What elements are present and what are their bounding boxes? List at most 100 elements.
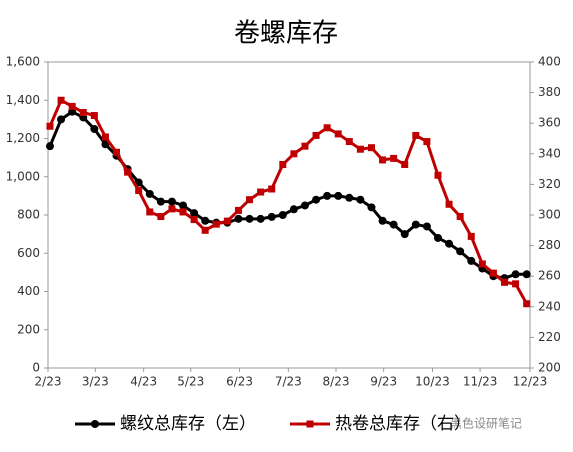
point bbox=[401, 161, 409, 169]
point bbox=[190, 209, 199, 218]
point bbox=[289, 205, 298, 214]
point bbox=[434, 171, 442, 179]
point bbox=[268, 185, 276, 193]
y-tick-label: 1,400 bbox=[6, 93, 40, 107]
x-tick-label: 10/23 bbox=[415, 375, 450, 389]
point bbox=[356, 145, 364, 153]
y-tick-label: 1,000 bbox=[6, 169, 40, 183]
point bbox=[512, 280, 520, 288]
x-tick-label: 9/23 bbox=[370, 375, 397, 389]
point bbox=[400, 230, 409, 239]
point bbox=[113, 148, 121, 156]
point bbox=[46, 122, 54, 130]
point bbox=[257, 188, 265, 196]
point bbox=[90, 124, 99, 133]
point bbox=[345, 193, 354, 202]
point bbox=[423, 138, 431, 146]
point bbox=[45, 142, 54, 151]
point bbox=[135, 187, 143, 195]
point bbox=[168, 205, 176, 213]
y-tick-label: 600 bbox=[17, 246, 40, 260]
y2-tick-label: 380 bbox=[538, 85, 561, 99]
x-tick-label: 12/23 bbox=[513, 375, 548, 389]
legend-marker bbox=[306, 420, 314, 428]
point bbox=[456, 213, 464, 221]
point bbox=[267, 212, 276, 221]
point bbox=[334, 130, 342, 138]
point bbox=[523, 300, 531, 308]
point bbox=[501, 278, 509, 286]
point bbox=[212, 220, 220, 228]
point bbox=[279, 161, 287, 169]
x-tick-label: 5/23 bbox=[177, 375, 204, 389]
point bbox=[246, 196, 254, 204]
point bbox=[323, 124, 331, 132]
point bbox=[378, 216, 387, 225]
chart-title: 卷螺库存 bbox=[234, 19, 338, 49]
legend-label: 热卷总库存（右） bbox=[335, 414, 471, 434]
point bbox=[356, 195, 365, 204]
x-tick-label: 3/23 bbox=[82, 375, 109, 389]
point bbox=[467, 256, 476, 265]
point bbox=[179, 208, 187, 216]
point bbox=[345, 138, 353, 146]
y2-tick-label: 320 bbox=[538, 177, 561, 191]
point bbox=[223, 217, 231, 225]
point bbox=[390, 154, 398, 162]
y2-tick-label: 340 bbox=[538, 146, 561, 160]
point bbox=[57, 96, 65, 104]
y-tick-label: 1,600 bbox=[6, 55, 40, 69]
point bbox=[389, 220, 398, 229]
legend-marker bbox=[91, 420, 99, 428]
point bbox=[234, 214, 243, 223]
point bbox=[467, 232, 475, 240]
y2-tick-label: 400 bbox=[538, 55, 561, 69]
point bbox=[290, 150, 298, 158]
point bbox=[201, 216, 210, 225]
point bbox=[379, 156, 387, 164]
y2-tick-label: 200 bbox=[538, 361, 561, 375]
point bbox=[90, 112, 98, 120]
y2-tick-label: 240 bbox=[538, 299, 561, 313]
x-tick-label: 7/23 bbox=[275, 375, 302, 389]
point bbox=[433, 233, 442, 242]
y-tick-label: 400 bbox=[17, 284, 40, 298]
y2-tick-label: 220 bbox=[538, 330, 561, 344]
y-tick-label: 200 bbox=[17, 322, 40, 336]
x-tick-label: 11/23 bbox=[463, 375, 498, 389]
point bbox=[478, 260, 486, 268]
point bbox=[422, 222, 431, 231]
y-tick-label: 800 bbox=[17, 208, 40, 222]
point bbox=[445, 239, 454, 248]
watermark: 黑色设研笔记 bbox=[450, 416, 522, 431]
y-tick-label: 0 bbox=[32, 361, 40, 375]
point bbox=[278, 211, 287, 219]
point bbox=[201, 226, 209, 234]
point bbox=[511, 270, 520, 279]
point bbox=[79, 108, 87, 116]
y2-tick-label: 360 bbox=[538, 116, 561, 130]
point bbox=[456, 247, 465, 256]
point bbox=[245, 214, 254, 223]
point bbox=[68, 102, 76, 110]
point bbox=[146, 208, 154, 216]
point bbox=[412, 131, 420, 139]
point bbox=[179, 201, 188, 210]
y2-tick-label: 280 bbox=[538, 238, 561, 252]
point bbox=[367, 203, 376, 212]
point bbox=[101, 133, 109, 141]
point bbox=[445, 200, 453, 208]
legend-label: 螺纹总库存（左） bbox=[120, 414, 256, 434]
x-tick-label: 8/23 bbox=[323, 375, 350, 389]
point bbox=[301, 142, 309, 150]
point bbox=[312, 131, 320, 139]
point bbox=[300, 201, 309, 210]
point bbox=[156, 197, 165, 206]
point bbox=[124, 168, 132, 176]
point bbox=[367, 144, 375, 152]
x-tick-label: 6/23 bbox=[226, 375, 253, 389]
point bbox=[234, 206, 242, 214]
point bbox=[145, 189, 154, 198]
